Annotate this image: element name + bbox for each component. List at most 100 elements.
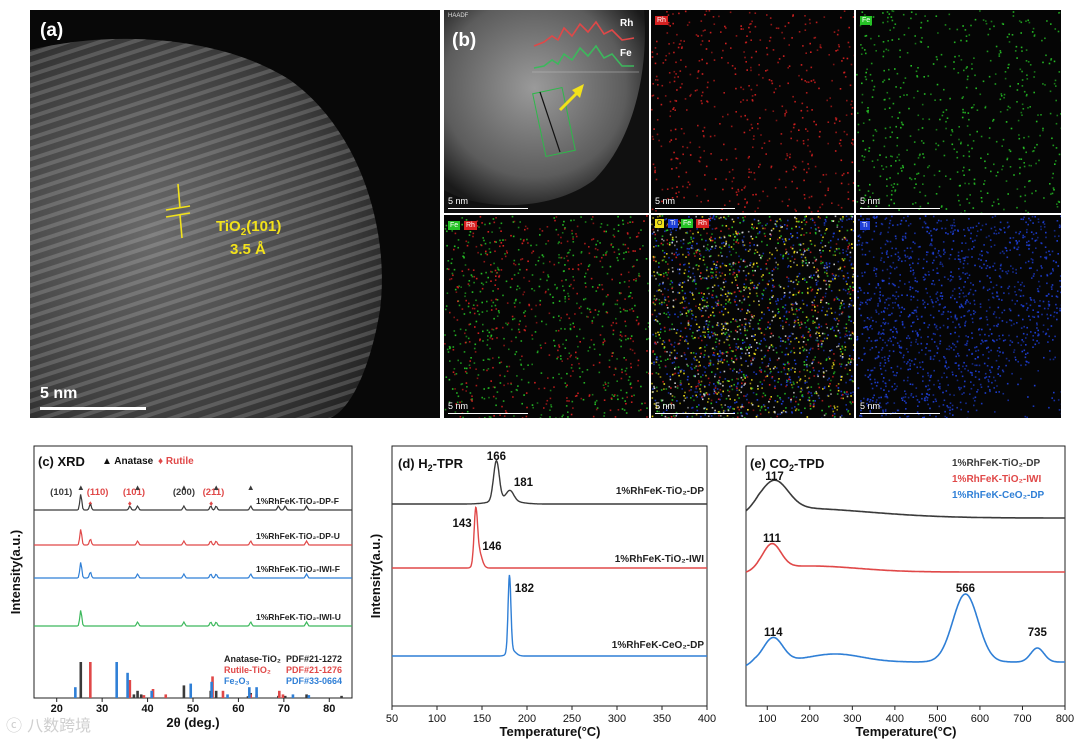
tpr-series-label: 1%RhFeK-TiO₂-IWI <box>615 554 704 565</box>
tpd-plot-frame <box>745 445 1066 707</box>
ref-rutile-name: Rutile-TiO₂ <box>224 665 271 675</box>
tpd-x-tick-label: 600 <box>971 713 989 725</box>
tpr-peak-label: 182 <box>515 583 534 595</box>
xrd-peak-label: (200) <box>173 487 195 498</box>
watermark: ⓒ 八数跨境 <box>6 716 92 735</box>
tpd-x-tick-label: 300 <box>843 713 861 725</box>
tpr-panel-label: (d) H2-TPR <box>398 456 464 473</box>
tpd-panel-label-sub: 2 <box>789 463 794 473</box>
tpr-series-label: 1%RhFeK-CeO₂-DP <box>612 640 705 651</box>
map-ferh-scale-text: 5 nm <box>448 401 469 411</box>
tpd-x-tick-label: 100 <box>758 713 776 725</box>
eds-speckle-all <box>651 215 854 418</box>
tpd-legend-ceo2: 1%RhFeK-CeO₂-DP <box>952 490 1045 501</box>
tpr-panel-label-suffix: -TPR <box>433 456 464 471</box>
haadf-tag: HAADF <box>448 13 469 19</box>
eds-map-rh: Rh 5 nm <box>651 10 854 213</box>
map-tag-fe: Fe <box>860 16 873 25</box>
tpd-chart: (e) CO2-TPD 1%RhFeK-TiO₂-DP 1%RhFeK-TiO₂… <box>745 445 1074 739</box>
xrd-series-line <box>34 562 352 579</box>
map-tag-rh3: Rh <box>696 219 709 228</box>
xrd-x-tick-label: 60 <box>232 703 244 715</box>
map-tag-ti: Ti <box>668 219 678 228</box>
tpr-x-tick-label: 400 <box>698 713 716 725</box>
xrd-x-tick-label: 20 <box>51 703 63 715</box>
map-fe-scale-bar <box>860 208 940 209</box>
xrd-legend-anatase: ▲ Anatase <box>102 456 154 467</box>
ref-fe2o3-pdf: PDF#33-0664 <box>286 676 342 686</box>
lattice-spacing-label: TiO2(101) 3.5 Å <box>216 218 281 258</box>
map-all-scale-bar <box>655 413 735 414</box>
hrtem-lattice-image <box>30 10 440 418</box>
tpd-peak-label: 117 <box>765 471 784 483</box>
map-fe-scale-text: 5 nm <box>860 196 881 206</box>
tpr-peak-label: 181 <box>514 477 534 489</box>
lattice-compound: TiO <box>216 218 241 235</box>
eds-map-ti: Ti 5 nm <box>856 215 1061 418</box>
xrd-series-label: 1%RhFeK-TiO₂-IWI-F <box>256 564 340 574</box>
tpr-series-label: 1%RhFeK-TiO₂-DP <box>616 486 704 497</box>
tpr-plot-frame <box>391 445 708 707</box>
hrtem-panel-a: (a) TiO2(101) 3.5 Å 5 nm <box>30 10 440 418</box>
ref-anatase-name: Anatase-TiO₂ <box>224 654 281 664</box>
tpd-x-tick-label: 200 <box>801 713 819 725</box>
lattice-marker <box>165 183 191 239</box>
tpr-x-axis-label: Temperature(°C) <box>499 724 600 739</box>
xrd-reference-legend: Anatase-TiO₂ PDF#21-1272 Rutile-TiO₂ PDF… <box>224 654 342 686</box>
eds-speckle-ti <box>856 215 1061 418</box>
xrd-legend-rutile: ♦ Rutile <box>158 456 194 467</box>
tpd-peak-label: 114 <box>764 627 783 639</box>
tpr-x-tick-label: 350 <box>653 713 671 725</box>
tpd-x-tick-label: 500 <box>928 713 946 725</box>
tpr-x-tick-label: 150 <box>473 713 491 725</box>
xrd-series-label: 1%RhFeK-TiO₂-DP-U <box>256 531 340 541</box>
map-tag-fe2: Fe <box>448 221 461 230</box>
eds-speckle-rh <box>651 10 854 213</box>
xrd-anatase-marker: ▲ <box>134 483 142 492</box>
xrd-anatase-marker: ▲ <box>180 483 188 492</box>
xrd-panel-label: (c) XRD <box>38 454 85 469</box>
tpd-peak-label: 111 <box>763 533 782 545</box>
xrd-anatase-marker: ▲ <box>247 483 255 492</box>
tpr-chart: (d) H2-TPR 1%RhFeK-TiO₂-DP 1%RhFeK-TiO₂-I… <box>368 445 716 739</box>
map-tag-rh: Rh <box>655 16 668 25</box>
xrd-x-tick-label: 80 <box>323 703 335 715</box>
eds-map-overlay: O Ti Fe Rh 5 nm <box>651 215 854 418</box>
tpd-peak-label: 735 <box>1028 627 1048 639</box>
profile-fe-label: Fe <box>620 48 632 59</box>
tpr-panel-label-main: (d) H <box>398 456 428 471</box>
xrd-rutile-marker: ♦ <box>128 499 132 508</box>
tpr-x-tick-label: 300 <box>608 713 626 725</box>
xrd-series-label: 1%RhFeK-TiO₂-DP-F <box>256 496 339 506</box>
tpd-series-line <box>745 593 1065 667</box>
tpd-x-axis-label: Temperature(°C) <box>855 724 956 739</box>
xrd-chart: (c) XRD ▲ Anatase ♦ Rutile (101) (110) (10… <box>8 445 353 730</box>
tpr-panel-label-sub: 2 <box>428 463 433 473</box>
map-tag-fe3: Fe <box>681 219 694 228</box>
xrd-rutile-marker: ♦ <box>209 499 213 508</box>
map-ti-scale-text: 5 nm <box>860 401 881 411</box>
tpr-x-tick-label: 250 <box>563 713 581 725</box>
rh-profile-line <box>533 20 635 47</box>
ref-fe2o3-name: Fe₂O₃ <box>224 676 250 686</box>
xrd-series-line <box>34 494 352 511</box>
line-scan-box <box>532 86 576 158</box>
tpr-peak-label: 143 <box>453 518 472 530</box>
xrd-x-axis-label: 2θ (deg.) <box>166 715 219 730</box>
map-rh-scale-text: 5 nm <box>655 196 676 206</box>
xrd-series-line <box>34 529 352 546</box>
haadf-panel-b: (b) HAADF Rh Fe 5 nm <box>444 10 649 213</box>
haadf-image <box>444 10 649 213</box>
ref-anatase-pdf: PDF#21-1272 <box>286 654 342 664</box>
xrd-x-tick-label: 40 <box>141 703 153 715</box>
tpr-peak-label: 166 <box>487 451 506 463</box>
map-tag-ti2: Ti <box>860 221 870 230</box>
xrd-peak-label: (211) <box>203 487 225 498</box>
tpd-panel-label-main: (e) CO <box>750 456 789 471</box>
lattice-plane: (101) <box>246 218 282 235</box>
tpr-y-axis-label: Intensity(a.u.) <box>368 534 383 619</box>
panel-b-scale-text: 5 nm <box>448 196 469 206</box>
map-tag-o: O <box>655 219 665 228</box>
panel-b-scale-bar <box>448 208 528 209</box>
xrd-anatase-marker: ▲ <box>212 483 220 492</box>
